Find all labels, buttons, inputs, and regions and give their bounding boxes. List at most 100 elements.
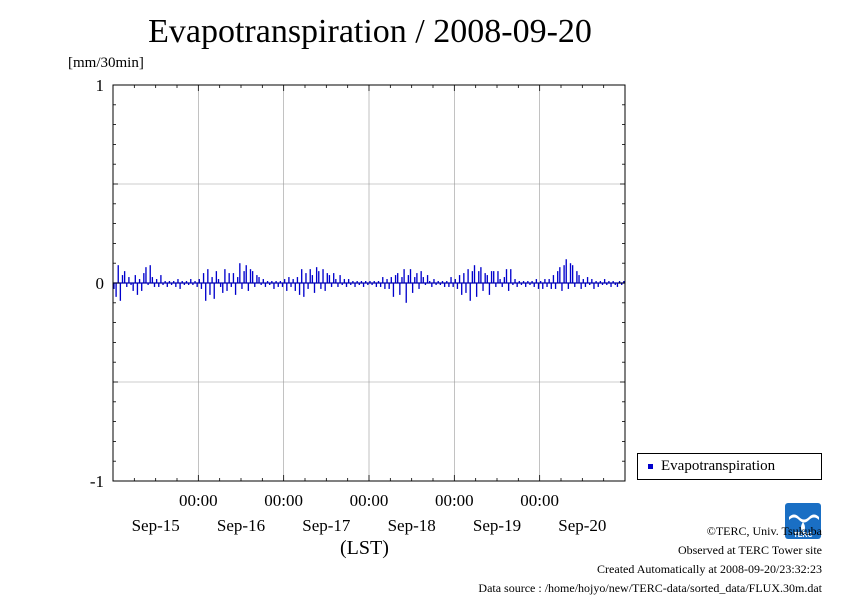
data-bar	[243, 271, 245, 283]
data-bar	[224, 269, 226, 283]
data-bar	[399, 283, 401, 295]
data-bar	[256, 275, 258, 283]
data-bar	[388, 283, 390, 289]
data-bar	[335, 279, 337, 283]
data-bar	[597, 283, 599, 287]
data-bar	[354, 283, 356, 287]
data-bar	[294, 283, 296, 291]
data-bar	[239, 263, 241, 283]
data-bar	[407, 275, 410, 283]
data-bar	[552, 275, 555, 283]
data-bar	[130, 283, 132, 285]
data-bar	[320, 283, 322, 289]
data-bar	[187, 283, 190, 285]
data-bar	[166, 283, 168, 287]
data-bar	[134, 275, 136, 283]
data-bar	[200, 283, 203, 289]
data-bar	[379, 283, 382, 287]
data-bar	[260, 283, 262, 285]
data-bar	[554, 283, 557, 289]
data-bar	[168, 281, 171, 283]
data-bar	[228, 273, 230, 283]
data-bar	[616, 283, 619, 287]
data-bar	[345, 283, 348, 287]
data-bar	[132, 283, 134, 291]
data-bar	[275, 281, 277, 283]
data-bar	[463, 273, 465, 283]
data-bar	[273, 283, 275, 289]
data-bar	[482, 283, 484, 291]
x-time-label: 00:00	[264, 491, 303, 510]
data-bar	[232, 273, 235, 283]
data-bar	[394, 275, 397, 283]
data-bar	[185, 281, 188, 283]
data-bar	[531, 281, 533, 283]
data-bar	[426, 275, 429, 283]
x-time-label: 00:00	[435, 491, 474, 510]
data-bar	[475, 283, 478, 297]
data-bar	[181, 281, 183, 283]
data-bar	[251, 271, 254, 283]
data-bar	[237, 277, 239, 283]
data-bar	[429, 281, 431, 283]
data-bar	[123, 271, 126, 283]
data-bar	[507, 283, 510, 291]
data-bar	[258, 277, 260, 283]
chart-legend: Evapotranspiration	[637, 453, 822, 480]
data-bar	[365, 281, 367, 283]
data-bar	[311, 275, 314, 283]
created-text: Created Automatically at 2008-09-20/23:3…	[597, 562, 822, 576]
data-bar	[452, 283, 454, 287]
data-bar	[416, 273, 418, 283]
data-bar	[623, 281, 625, 283]
data-bar	[262, 279, 264, 283]
data-bar	[209, 283, 211, 295]
data-bar	[271, 281, 273, 283]
data-bar	[113, 283, 115, 289]
data-bar	[115, 283, 117, 297]
data-bar	[179, 283, 181, 289]
data-bar	[170, 283, 173, 285]
data-bar	[612, 281, 614, 283]
data-bar	[467, 269, 469, 283]
data-bar	[292, 279, 294, 283]
data-bar	[422, 277, 424, 283]
data-bar	[147, 283, 149, 285]
source-text: Data source : /home/hojyo/new/TERC-data/…	[478, 581, 822, 595]
data-bar	[473, 265, 476, 283]
data-bar	[313, 283, 316, 293]
data-bar	[211, 277, 213, 283]
data-bar	[141, 283, 143, 291]
data-bar	[401, 277, 403, 283]
data-bar	[128, 277, 130, 283]
data-bar	[618, 281, 621, 283]
data-bar	[411, 283, 414, 293]
data-bar	[469, 283, 471, 301]
data-bar	[448, 283, 450, 287]
data-bar	[456, 283, 459, 289]
x-date-label: Sep-20	[558, 516, 606, 535]
data-bar	[405, 283, 407, 303]
legend-label: Evapotranspiration	[661, 458, 776, 474]
data-bar	[367, 283, 369, 285]
data-bar	[279, 281, 282, 283]
data-bar	[392, 283, 395, 297]
data-bar	[143, 273, 145, 283]
data-bar	[435, 283, 437, 285]
data-bar	[601, 283, 604, 285]
data-bar	[461, 283, 463, 295]
data-bar	[563, 265, 565, 283]
data-bar	[384, 283, 386, 289]
data-bar	[145, 267, 147, 283]
data-bar	[571, 265, 574, 283]
data-bar	[591, 279, 593, 283]
credits-block: ©TERC, Univ. Tsukuba Observed at TERC To…	[478, 522, 822, 598]
data-bar	[190, 279, 192, 283]
x-date-label: Sep-16	[217, 516, 265, 535]
data-bar	[136, 283, 139, 295]
data-bar	[505, 269, 508, 283]
data-bar	[245, 265, 247, 283]
terc-logo-icon: TERC	[785, 503, 821, 539]
data-bar	[574, 283, 576, 287]
data-bar	[418, 283, 420, 289]
